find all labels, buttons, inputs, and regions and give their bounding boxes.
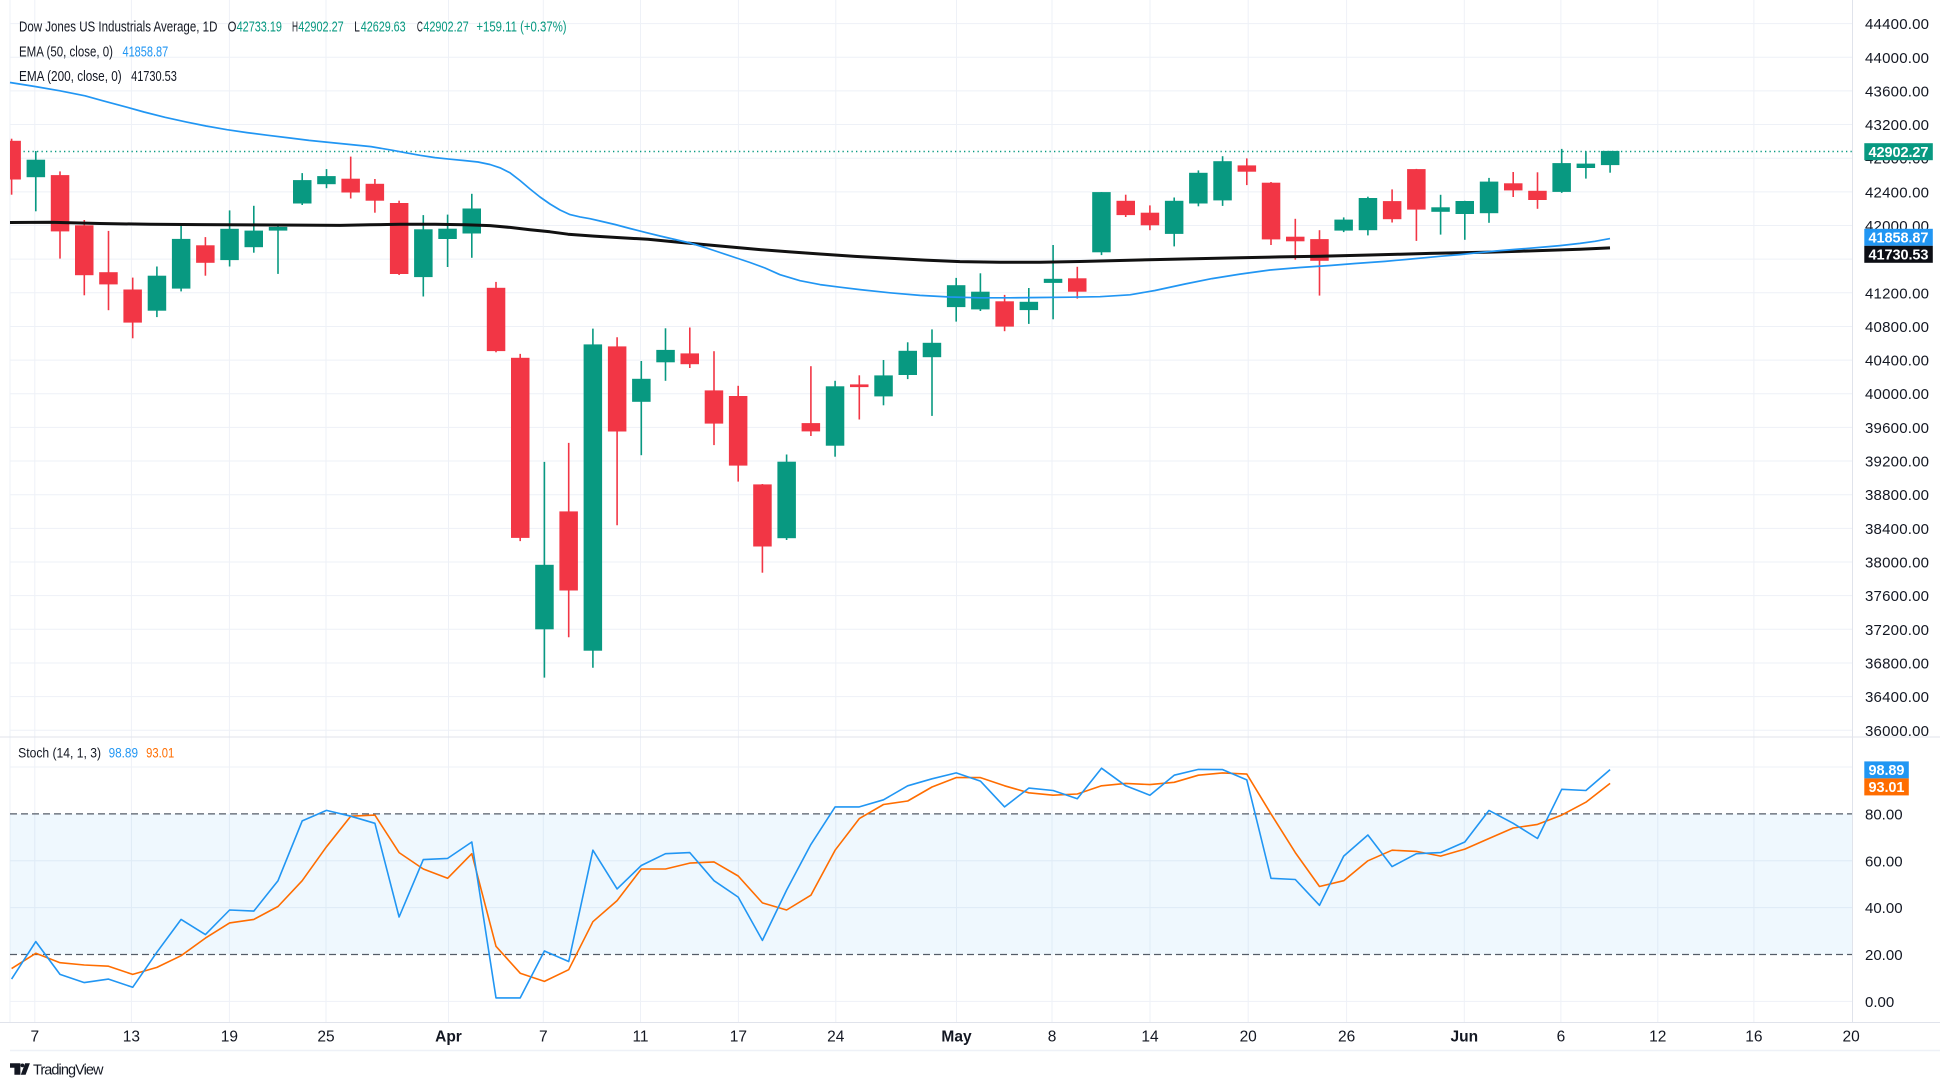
svg-text:26: 26 — [1338, 1029, 1355, 1046]
svg-text:37200.00: 37200.00 — [1865, 622, 1929, 639]
svg-text:42902.27: 42902.27 — [298, 20, 343, 36]
svg-text:44000.00: 44000.00 — [1865, 50, 1929, 67]
svg-text:EMA (200, close, 0): EMA (200, close, 0) — [19, 69, 122, 85]
svg-text:C: C — [417, 20, 423, 36]
svg-text:39600.00: 39600.00 — [1865, 420, 1929, 437]
svg-text:36400.00: 36400.00 — [1865, 689, 1929, 706]
svg-text:43600.00: 43600.00 — [1865, 83, 1929, 100]
svg-text:Jun: Jun — [1451, 1029, 1479, 1046]
svg-text:40800.00: 40800.00 — [1865, 319, 1929, 336]
svg-text:98.89: 98.89 — [109, 745, 138, 760]
svg-text:98.89: 98.89 — [1869, 763, 1905, 779]
svg-text:17: 17 — [730, 1029, 747, 1046]
svg-text:41858.87: 41858.87 — [1869, 231, 1929, 247]
svg-text:44400.00: 44400.00 — [1865, 16, 1929, 33]
svg-text:40000.00: 40000.00 — [1865, 386, 1929, 403]
svg-text:42629.63: 42629.63 — [361, 20, 406, 36]
svg-text:37600.00: 37600.00 — [1865, 588, 1929, 605]
svg-text:7: 7 — [539, 1029, 548, 1046]
svg-text:42902.27: 42902.27 — [423, 20, 468, 36]
svg-text:TradingView: TradingView — [33, 1063, 104, 1079]
svg-text:11: 11 — [632, 1029, 648, 1046]
svg-text:L: L — [354, 20, 360, 36]
svg-text:20: 20 — [1842, 1029, 1860, 1046]
svg-text:43200.00: 43200.00 — [1865, 117, 1929, 134]
svg-text:93.01: 93.01 — [1869, 780, 1905, 796]
svg-text:20: 20 — [1240, 1029, 1258, 1046]
svg-text:25: 25 — [317, 1029, 334, 1046]
svg-text:60.00: 60.00 — [1865, 853, 1903, 870]
svg-text:40400.00: 40400.00 — [1865, 353, 1929, 370]
svg-text:12: 12 — [1649, 1029, 1666, 1046]
svg-text:80.00: 80.00 — [1865, 806, 1903, 823]
svg-text:38000.00: 38000.00 — [1865, 555, 1929, 572]
svg-text:36800.00: 36800.00 — [1865, 656, 1929, 673]
svg-text:Apr: Apr — [435, 1029, 462, 1046]
svg-text:EMA (50, close, 0): EMA (50, close, 0) — [19, 44, 113, 60]
svg-text:19: 19 — [221, 1029, 238, 1046]
svg-text:39200.00: 39200.00 — [1865, 454, 1929, 471]
svg-text:Stoch (14, 1, 3): Stoch (14, 1, 3) — [18, 745, 101, 760]
svg-text:+159.11 (+0.37%): +159.11 (+0.37%) — [476, 20, 566, 36]
svg-text:Dow Jones US Industrials Avera: Dow Jones US Industrials Average, 1D — [19, 20, 217, 36]
svg-text:O: O — [228, 20, 237, 36]
svg-text:14: 14 — [1141, 1029, 1159, 1046]
svg-text:42733.19: 42733.19 — [237, 20, 282, 36]
svg-text:24: 24 — [827, 1029, 845, 1046]
svg-text:8: 8 — [1048, 1029, 1057, 1046]
svg-text:41200.00: 41200.00 — [1865, 285, 1929, 302]
svg-text:May: May — [941, 1029, 972, 1046]
svg-text:6: 6 — [1557, 1029, 1566, 1046]
svg-text:40.00: 40.00 — [1865, 900, 1903, 917]
svg-text:38800.00: 38800.00 — [1865, 487, 1929, 504]
svg-text:20.00: 20.00 — [1865, 947, 1903, 964]
svg-text:42400.00: 42400.00 — [1865, 184, 1929, 201]
svg-text:H: H — [292, 20, 298, 36]
svg-text:0.00: 0.00 — [1865, 994, 1894, 1011]
svg-text:41730.53: 41730.53 — [131, 69, 177, 85]
svg-text:36000.00: 36000.00 — [1865, 723, 1929, 740]
svg-text:41730.53: 41730.53 — [1869, 248, 1929, 264]
svg-text:38400.00: 38400.00 — [1865, 521, 1929, 538]
svg-text:13: 13 — [123, 1029, 140, 1046]
svg-text:41858.87: 41858.87 — [123, 44, 169, 60]
svg-text:93.01: 93.01 — [146, 745, 174, 760]
svg-text:16: 16 — [1745, 1029, 1762, 1046]
svg-text:42902.27: 42902.27 — [1869, 145, 1929, 161]
svg-text:7: 7 — [30, 1029, 39, 1046]
